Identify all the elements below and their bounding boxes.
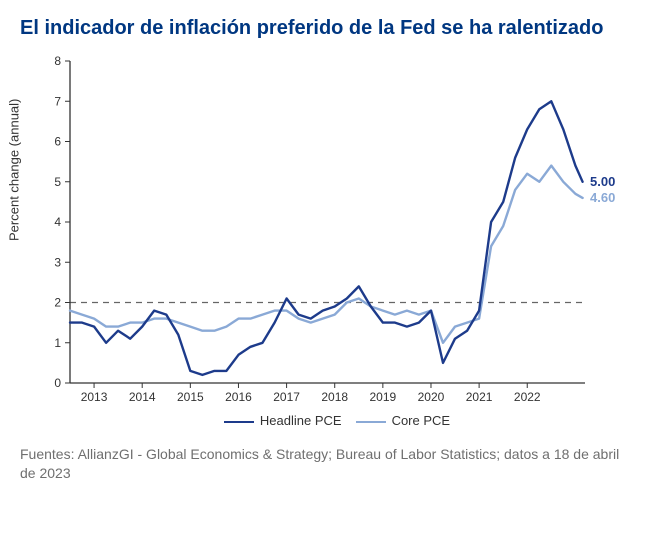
svg-text:2020: 2020 xyxy=(418,390,445,404)
svg-text:2: 2 xyxy=(54,296,61,310)
svg-text:6: 6 xyxy=(54,135,61,149)
svg-text:8: 8 xyxy=(54,54,61,68)
svg-text:7: 7 xyxy=(54,94,61,108)
svg-text:2014: 2014 xyxy=(129,390,156,404)
svg-text:2016: 2016 xyxy=(225,390,252,404)
line-chart: 0 1 2 3 4 5 6 7 8 2013 2014 2015 2016 2017 2018 2019 202… xyxy=(20,51,640,411)
source-text: Fuentes: AllianzGI - Global Economics & … xyxy=(20,445,620,483)
legend: Headline PCE Core PCE xyxy=(20,413,640,428)
svg-text:4: 4 xyxy=(54,215,61,229)
svg-text:2021: 2021 xyxy=(466,390,493,404)
svg-text:5: 5 xyxy=(54,175,61,189)
chart-container: Percent change (annual) 0123456782013201… xyxy=(20,51,640,431)
svg-text:2019: 2019 xyxy=(369,390,396,404)
svg-text:2017: 2017 xyxy=(273,390,300,404)
legend-label: Core PCE xyxy=(392,413,451,428)
y-axis-title: Percent change (annual) xyxy=(7,99,22,241)
svg-text:2015: 2015 xyxy=(177,390,204,404)
svg-text:2018: 2018 xyxy=(321,390,348,404)
svg-text:4.60: 4.60 xyxy=(590,190,615,205)
svg-text:1: 1 xyxy=(54,336,61,350)
legend-swatch xyxy=(356,421,386,423)
svg-text:2022: 2022 xyxy=(514,390,541,404)
svg-text:2013: 2013 xyxy=(81,390,108,404)
legend-swatch xyxy=(224,421,254,423)
svg-text:0: 0 xyxy=(54,376,61,390)
svg-text:5.00: 5.00 xyxy=(590,174,615,189)
page-title: El indicador de inflación preferido de l… xyxy=(20,16,640,41)
legend-label: Headline PCE xyxy=(260,413,342,428)
svg-text:3: 3 xyxy=(54,255,61,269)
